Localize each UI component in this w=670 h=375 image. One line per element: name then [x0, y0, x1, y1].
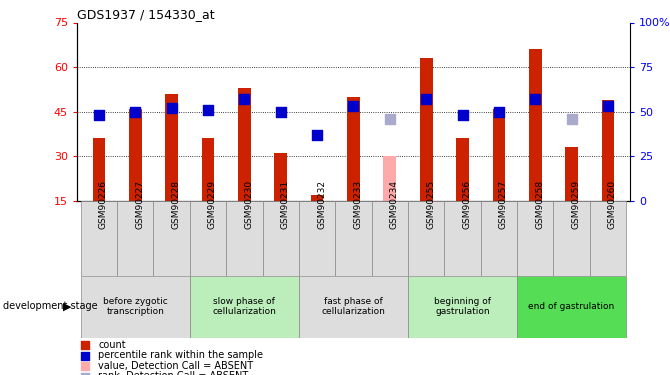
Point [166, 105, 177, 111]
Text: GSM90258: GSM90258 [535, 180, 544, 229]
Bar [553, 201, 590, 276]
Bar [456, 138, 469, 201]
Text: development stage: development stage [3, 302, 98, 311]
Text: GSM90232: GSM90232 [317, 180, 326, 229]
Bar [202, 138, 214, 201]
Bar [480, 201, 517, 276]
Point [80, 374, 90, 375]
Text: GSM90259: GSM90259 [572, 180, 581, 229]
Bar [190, 276, 299, 338]
Point [385, 116, 395, 122]
Bar [335, 201, 372, 276]
Bar [602, 100, 614, 201]
Bar [263, 201, 299, 276]
Bar [80, 276, 190, 338]
Point [348, 103, 359, 109]
Bar [92, 138, 105, 201]
Text: GSM90230: GSM90230 [245, 180, 253, 229]
Text: GSM90227: GSM90227 [135, 180, 144, 229]
Point [239, 96, 250, 102]
Bar [226, 201, 263, 276]
Text: GSM90257: GSM90257 [499, 180, 508, 229]
Text: GSM90226: GSM90226 [99, 180, 108, 229]
Bar [190, 201, 226, 276]
Bar [80, 201, 117, 276]
Text: GSM90234: GSM90234 [390, 180, 399, 229]
Text: percentile rank within the sample: percentile rank within the sample [98, 351, 263, 360]
Bar [117, 201, 153, 276]
Bar [408, 201, 444, 276]
Text: GSM90233: GSM90233 [354, 180, 362, 229]
Point [602, 103, 613, 109]
Bar [165, 94, 178, 201]
Bar [274, 153, 287, 201]
Text: value, Detection Call = ABSENT: value, Detection Call = ABSENT [98, 361, 253, 371]
Bar [517, 276, 626, 338]
Point [275, 109, 286, 115]
Point [94, 112, 105, 118]
Bar [238, 88, 251, 201]
Point [530, 96, 541, 102]
Bar [408, 276, 517, 338]
Text: slow phase of
cellularization: slow phase of cellularization [212, 297, 276, 316]
Point [566, 116, 577, 122]
Text: GSM90228: GSM90228 [172, 180, 181, 229]
Text: GSM90256: GSM90256 [462, 180, 472, 229]
Text: count: count [98, 340, 126, 350]
Bar [129, 109, 141, 201]
Text: GSM90255: GSM90255 [426, 180, 435, 229]
Point [457, 112, 468, 118]
Bar [347, 97, 360, 201]
Text: ▶: ▶ [63, 302, 72, 311]
Bar [420, 58, 433, 201]
Bar [153, 201, 190, 276]
Point [494, 109, 505, 115]
Bar [444, 201, 480, 276]
Bar [565, 147, 578, 201]
Point [80, 342, 90, 348]
Text: GSM90231: GSM90231 [281, 180, 289, 229]
Text: GSM90229: GSM90229 [208, 180, 217, 229]
Point [130, 109, 141, 115]
Text: fast phase of
cellularization: fast phase of cellularization [322, 297, 385, 316]
Point [80, 352, 90, 358]
Bar [590, 201, 626, 276]
Point [312, 132, 322, 138]
Text: rank, Detection Call = ABSENT: rank, Detection Call = ABSENT [98, 372, 249, 375]
Bar [517, 201, 553, 276]
Bar [311, 195, 324, 201]
Bar [529, 49, 541, 201]
Bar [299, 276, 408, 338]
Text: end of gastrulation: end of gastrulation [529, 302, 615, 311]
Text: GDS1937 / 154330_at: GDS1937 / 154330_at [77, 8, 214, 21]
Point [421, 96, 431, 102]
Bar [372, 201, 408, 276]
Text: GSM90260: GSM90260 [608, 180, 617, 229]
Point [202, 107, 213, 113]
Point [80, 363, 90, 369]
Bar [492, 109, 505, 201]
Bar [299, 201, 335, 276]
Text: beginning of
gastrulation: beginning of gastrulation [434, 297, 491, 316]
Text: before zygotic
transcription: before zygotic transcription [103, 297, 168, 316]
Bar [383, 156, 396, 201]
